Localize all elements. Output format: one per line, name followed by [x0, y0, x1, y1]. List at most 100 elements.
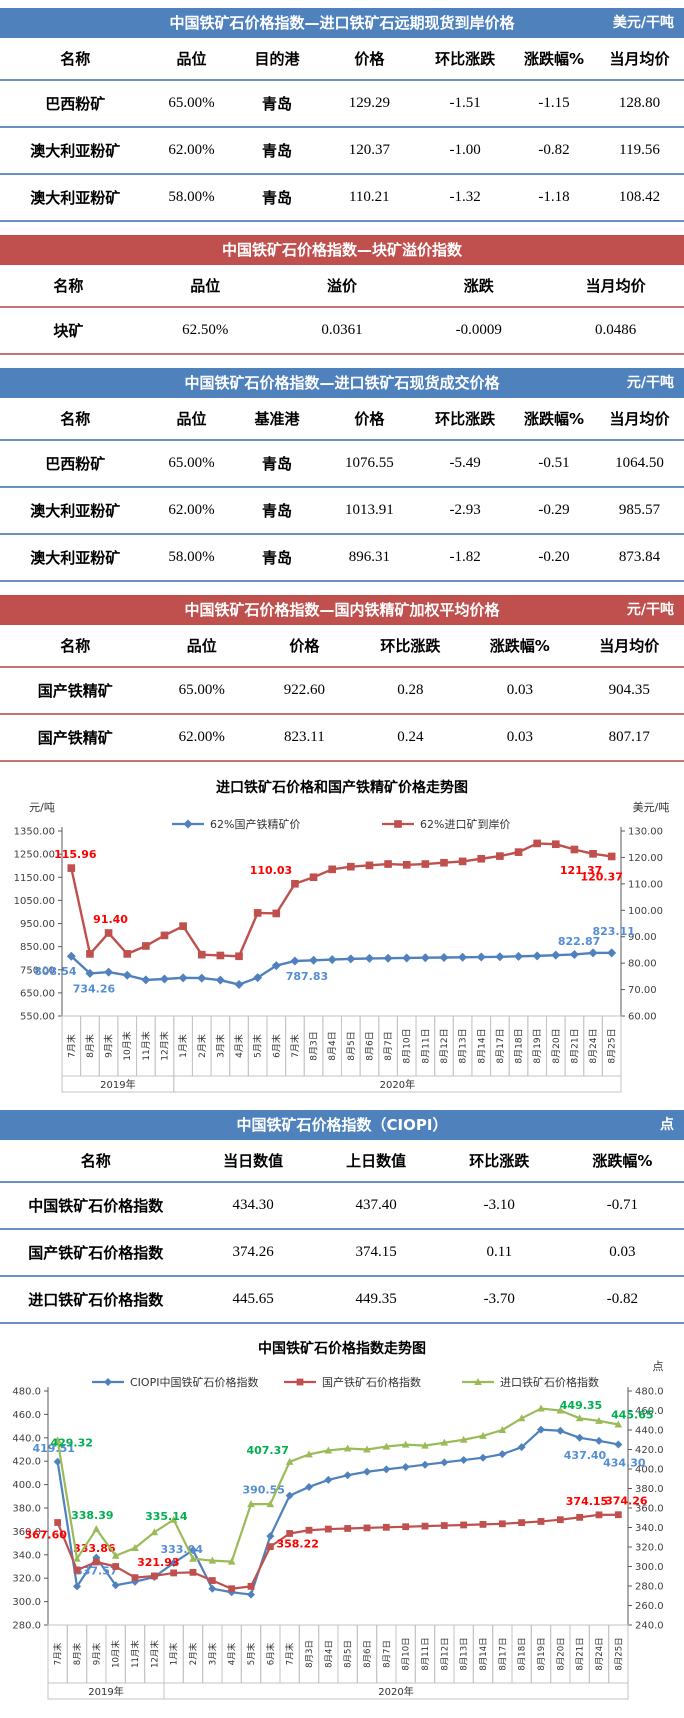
column-header: 价格: [289, 637, 320, 655]
svg-text:8月5日: 8月5日: [344, 1640, 354, 1668]
import-forward-spot-table: 名称 品位 目的港 价格 环比涨跌 涨跌幅% 当月均价 巴西粉矿 65.00% 青岛 129.29 -…: [0, 38, 684, 222]
table-cell: 985.57: [618, 502, 661, 518]
svg-text:320.0: 320.0: [12, 1574, 41, 1585]
table-cell: 873.84: [618, 549, 661, 565]
svg-text:4月末: 4月末: [233, 1034, 245, 1058]
table-cell: -1.51: [449, 95, 481, 111]
table-cell: 374.15: [355, 1244, 397, 1260]
svg-text:进口铁矿石价格指数: 进口铁矿石价格指数: [500, 1375, 599, 1389]
svg-text:850.00: 850.00: [20, 942, 55, 953]
table-cell: 129.29: [348, 95, 390, 111]
price-table: 名称 当日数值 上日数值 环比涨跌 涨跌幅% 中国铁矿石价格指数 434.30 437.40 -…: [0, 1140, 684, 1324]
svg-text:60.00: 60.00: [628, 1012, 657, 1023]
svg-text:480.0: 480.0: [635, 1387, 664, 1398]
svg-text:6月末: 6月末: [270, 1034, 282, 1058]
svg-text:7月末: 7月末: [289, 1034, 301, 1058]
column-header: 涨跌幅%: [523, 50, 584, 68]
svg-text:10月末: 10月末: [111, 1640, 122, 1668]
price-table: 名称 品位 价格 环比涨跌 涨跌幅% 当月均价 国产铁精矿 65.00% 922.60 0.28 0…: [0, 625, 684, 762]
table-cell: 437.40: [355, 1197, 397, 1213]
svg-text:950.00: 950.00: [20, 919, 55, 930]
table-cell: -0.20: [538, 549, 570, 565]
table-cell: -0.51: [538, 455, 570, 471]
table-row: 澳大利亚粉矿 62.00% 青岛 1013.91 -2.93 -0.29 985.57: [0, 487, 684, 534]
table-title: 中国铁矿石价格指数—块矿溢价指数: [221, 241, 462, 259]
table-cell: -5.49: [449, 455, 481, 471]
svg-text:358.22: 358.22: [276, 1537, 318, 1550]
svg-text:1050.00: 1050.00: [14, 896, 55, 907]
svg-text:8月24日: 8月24日: [595, 1637, 605, 1670]
svg-text:380.0: 380.0: [635, 1484, 664, 1495]
svg-text:3月末: 3月末: [214, 1034, 226, 1058]
svg-text:2019年: 2019年: [88, 1685, 123, 1698]
column-header: 价格: [354, 50, 385, 68]
table-row: 块矿 62.50% 0.0361 -0.0009 0.0486: [0, 307, 684, 354]
svg-text:367.60: 367.60: [24, 1529, 67, 1542]
table-cell: 青岛: [261, 189, 292, 207]
svg-text:8月21日: 8月21日: [576, 1637, 586, 1670]
svg-text:787.83: 787.83: [286, 970, 328, 983]
table-cell: 62.50%: [182, 322, 229, 338]
table-cell: 国产铁矿石价格指数: [28, 1244, 164, 1262]
header-row: 名称 当日数值 上日数值 环比涨跌 涨跌幅%: [0, 1140, 684, 1182]
svg-text:650.00: 650.00: [20, 988, 55, 999]
table-cell: 1013.91: [344, 502, 394, 518]
svg-text:280.0: 280.0: [635, 1582, 664, 1593]
svg-text:115.96: 115.96: [54, 848, 97, 861]
svg-text:2020年: 2020年: [378, 1685, 413, 1698]
svg-text:8月12日: 8月12日: [440, 1637, 450, 1670]
table-cell: 904.35: [608, 682, 650, 698]
svg-text:321.93: 321.93: [137, 1556, 179, 1569]
svg-text:90.00: 90.00: [628, 932, 657, 943]
svg-text:10月末: 10月末: [121, 1031, 133, 1060]
svg-text:434.30: 434.30: [603, 1456, 646, 1469]
table-cell: 澳大利亚粉矿: [30, 502, 121, 520]
column-header: 当月均价: [609, 50, 670, 68]
table-cell: 中国铁矿石价格指数: [28, 1197, 164, 1215]
svg-text:340.0: 340.0: [635, 1523, 664, 1534]
svg-text:8月18日: 8月18日: [514, 1028, 525, 1063]
column-header: 涨跌: [463, 277, 494, 295]
table-cell: 巴西粉矿: [45, 455, 106, 473]
table-row: 中国铁矿石价格指数 434.30 437.40 -3.10 -0.71: [0, 1182, 684, 1229]
table-title-bar: 中国铁矿石价格指数—块矿溢价指数: [0, 235, 684, 265]
svg-text:380.0: 380.0: [12, 1504, 41, 1515]
svg-text:120.37: 120.37: [580, 870, 622, 883]
table-cell: 0.28: [397, 682, 424, 698]
import-vs-domestic-price-trend-chart: 进口铁矿石价格和国产铁精矿价格走势图 元/吨 美元/吨 62%国产铁精矿价 62%进口矿…: [0, 775, 684, 1097]
table-title: 中国铁矿石价格指数（CIOPI）: [236, 1116, 448, 1134]
column-header: 当月均价: [585, 277, 646, 295]
table-title-bar: 中国铁矿石价格指数—国内铁精矿加权平均价格 元/干吨: [0, 595, 684, 625]
svg-text:419.51: 419.51: [32, 1442, 74, 1455]
svg-text:110.03: 110.03: [250, 864, 292, 877]
table-cell: -1.15: [538, 95, 570, 111]
column-header: 涨跌幅%: [592, 1152, 653, 1170]
header-row: 名称 品位 目的港 价格 环比涨跌 涨跌幅% 当月均价: [0, 38, 684, 80]
svg-text:750.00: 750.00: [20, 965, 55, 976]
svg-text:110.00: 110.00: [628, 879, 663, 890]
table-row: 进口铁矿石价格指数 445.65 449.35 -3.70 -0.82: [0, 1276, 684, 1323]
price-table: 名称 品位 基准港 价格 环比涨跌 涨跌幅% 当月均价 巴西粉矿 65.00% 青岛 1076.55…: [0, 398, 684, 582]
table-cell: 823.11: [284, 729, 325, 745]
table-cell: 青岛: [261, 502, 292, 520]
table-cell: -3.10: [483, 1197, 515, 1213]
svg-text:62%国产铁精矿价: 62%国产铁精矿价: [210, 817, 300, 831]
svg-text:340.0: 340.0: [12, 1550, 41, 1561]
table-cell: 65.00%: [178, 682, 225, 698]
svg-text:8月13日: 8月13日: [460, 1637, 470, 1670]
table-cell: -0.29: [538, 502, 570, 518]
table-cell: 青岛: [261, 549, 292, 567]
domestic-concentrate-table: 名称 品位 价格 环比涨跌 涨跌幅% 当月均价 国产铁精矿 65.00% 922.60 0.28 0…: [0, 625, 684, 762]
svg-text:808.54: 808.54: [34, 965, 77, 978]
section-lump-premium: 中国铁矿石价格指数—块矿溢价指数 名称 品位 溢价 涨跌 当月均价 块矿 62.50% 0.0…: [0, 235, 684, 355]
svg-text:420.0: 420.0: [12, 1457, 41, 1468]
svg-text:8月4日: 8月4日: [324, 1640, 334, 1668]
svg-text:8月21日: 8月21日: [569, 1028, 580, 1063]
table-cell: 0.11: [486, 1244, 513, 1260]
svg-text:8月11日: 8月11日: [420, 1028, 431, 1063]
svg-text:1150.00: 1150.00: [14, 873, 55, 884]
svg-text:70.00: 70.00: [628, 985, 657, 996]
svg-text:550.00: 550.00: [20, 1012, 55, 1023]
svg-text:449.35: 449.35: [560, 1399, 602, 1412]
